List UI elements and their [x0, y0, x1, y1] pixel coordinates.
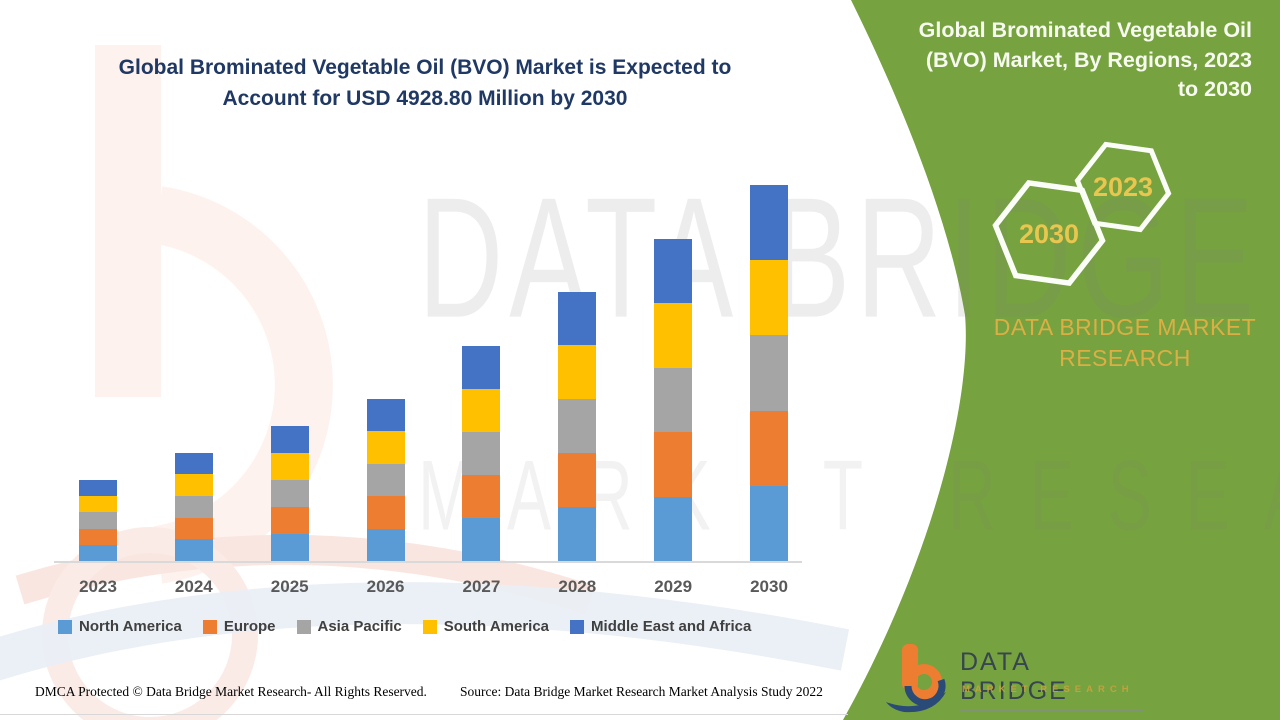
brand-wordmark-line2: RESEARCH — [1059, 345, 1191, 371]
stacked-bar-2024 — [174, 452, 213, 561]
data-bridge-logo-icon — [886, 644, 946, 713]
bar-2028-middle-east-and-africa — [558, 291, 597, 346]
x-axis-line — [54, 561, 802, 563]
hexagon-2023-label: 2023 — [1093, 172, 1153, 202]
bar-2027-south-america — [462, 389, 501, 432]
legend-item-south-america: South America — [422, 618, 550, 635]
logo-name-text: DATA BRIDGE — [960, 648, 1144, 711]
bar-2024-south-america — [174, 474, 213, 496]
x-axis-label-2028: 2028 — [558, 577, 597, 596]
legend-swatch-south-america — [422, 619, 437, 634]
x-axis-label-2029: 2029 — [654, 577, 693, 596]
stacked-bar-2023 — [79, 480, 117, 561]
x-axis-label-2027: 2027 — [462, 577, 501, 596]
hexagon-2030-label: 2030 — [1019, 219, 1079, 249]
bar-2030-europe — [750, 410, 788, 486]
bar-2028-south-america — [558, 345, 597, 400]
bar-2023-europe — [79, 528, 117, 545]
chart-legend: North America Europe Asia Pacific South Ame… — [58, 618, 751, 635]
bar-2029-europe — [654, 432, 693, 497]
stacked-bar-2029 — [654, 238, 693, 561]
bar-2027-north-america — [462, 518, 501, 561]
page-title-line2: Account for USD 4928.80 Million by 2030 — [222, 87, 628, 110]
right-title-line3: to 2030 — [1177, 77, 1252, 101]
bar-2030-south-america — [750, 260, 788, 336]
legend-label-asia-pacific: Asia Pacific — [317, 618, 402, 635]
bar-2025-europe — [270, 507, 309, 534]
bar-2030-asia-pacific — [750, 335, 788, 411]
x-axis-label-2026: 2026 — [366, 577, 405, 596]
bar-2025-middle-east-and-africa — [270, 426, 309, 453]
legend-swatch-europe — [202, 619, 217, 634]
bar-2023-middle-east-and-africa — [79, 480, 117, 497]
legend-item-asia-pacific: Asia Pacific — [296, 618, 402, 635]
x-axis-label-2024: 2024 — [174, 577, 213, 596]
legend-swatch-north-america — [58, 619, 72, 634]
bar-2024-asia-pacific — [174, 495, 213, 518]
bar-2028-asia-pacific — [558, 399, 597, 454]
legend-label-middle-east-and-africa: Middle East and Africa — [591, 618, 752, 635]
bar-2026-asia-pacific — [366, 463, 405, 496]
right-panel-title: Global Brominated Vegetable Oil (BVO) Ma… — [880, 16, 1252, 105]
hexagon-2030 — [992, 179, 1106, 287]
bar-2026-middle-east-and-africa — [366, 398, 405, 431]
page-title-line1: Global Brominated Vegetable Oil (BVO) Ma… — [118, 56, 732, 79]
legend-swatch-middle-east-and-africa — [570, 619, 585, 634]
bar-2024-north-america — [174, 539, 213, 561]
bar-2023-north-america — [79, 544, 117, 561]
bvo-stacked-bar-chart: 2023 2024 2025 2026 2027 2028 2029 2030 — [54, 185, 802, 596]
bar-2028-north-america — [558, 507, 597, 561]
bar-2025-asia-pacific — [270, 480, 309, 507]
bar-2026-south-america — [366, 431, 405, 464]
x-axis-label-2023: 2023 — [79, 577, 117, 596]
source-text: Source: Data Bridge Market Research Mark… — [460, 684, 823, 699]
stacked-bar-2026 — [366, 398, 405, 561]
bar-2027-middle-east-and-africa — [462, 346, 501, 389]
right-title-line2: (BVO) Market, By Regions, 2023 — [925, 47, 1252, 72]
bar-2027-asia-pacific — [462, 432, 501, 475]
bar-2024-europe — [174, 517, 213, 540]
stacked-bar-2027 — [462, 346, 501, 561]
dmca-text: DMCA Protected © Data Bridge Market Rese… — [35, 684, 427, 699]
bottom-divider — [0, 714, 848, 715]
bar-2024-middle-east-and-africa — [174, 452, 213, 475]
bar-2023-south-america — [79, 496, 117, 513]
bar-2029-south-america — [654, 303, 693, 368]
bar-2029-middle-east-and-africa — [654, 238, 693, 303]
stacked-bar-2030 — [750, 185, 788, 561]
legend-label-europe: Europe — [223, 618, 276, 635]
hexagon-2023 — [1074, 141, 1172, 233]
right-title-line1: Global Brominated Vegetable Oil — [918, 18, 1252, 42]
bar-2027-europe — [462, 475, 501, 518]
bar-2030-middle-east-and-africa — [750, 185, 788, 261]
page-title: Global Brominated Vegetable Oil (BVO) Ma… — [30, 52, 820, 114]
bar-2025-north-america — [270, 534, 309, 561]
bar-2030-north-america — [750, 485, 788, 561]
logo-sub-text: MARKET RESEARCH — [962, 684, 1134, 695]
legend-item-middle-east-and-africa: Middle East and Africa — [570, 618, 751, 635]
stacked-bar-2028 — [558, 291, 597, 561]
data-bridge-logo: DATA BRIDGE MARKET RESEARCH — [884, 638, 1144, 716]
bar-2025-south-america — [270, 453, 309, 480]
bar-2029-north-america — [654, 496, 693, 561]
legend-swatch-asia-pacific — [296, 619, 311, 634]
bar-2026-europe — [366, 496, 405, 529]
legend-label-south-america: South America — [443, 618, 550, 635]
bar-2029-asia-pacific — [654, 367, 693, 432]
bar-2028-europe — [558, 453, 597, 508]
legend-item-europe: Europe — [202, 618, 276, 635]
brand-wordmark: DATA BRIDGE MARKET RESEARCH — [958, 312, 1280, 374]
x-axis-label-2025: 2025 — [270, 577, 309, 596]
legend-item-north-america: North America — [58, 618, 182, 635]
brand-wordmark-line1: DATA BRIDGE MARKET — [993, 314, 1257, 340]
bar-2026-north-america — [366, 528, 405, 561]
legend-label-north-america: North America — [79, 618, 182, 635]
bar-2023-asia-pacific — [79, 512, 117, 529]
stacked-bar-2025 — [270, 426, 309, 561]
x-axis-label-2030: 2030 — [750, 577, 788, 596]
